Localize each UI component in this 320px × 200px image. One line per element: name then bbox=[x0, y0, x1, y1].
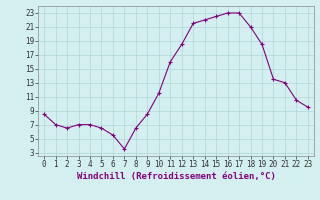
X-axis label: Windchill (Refroidissement éolien,°C): Windchill (Refroidissement éolien,°C) bbox=[76, 172, 276, 181]
